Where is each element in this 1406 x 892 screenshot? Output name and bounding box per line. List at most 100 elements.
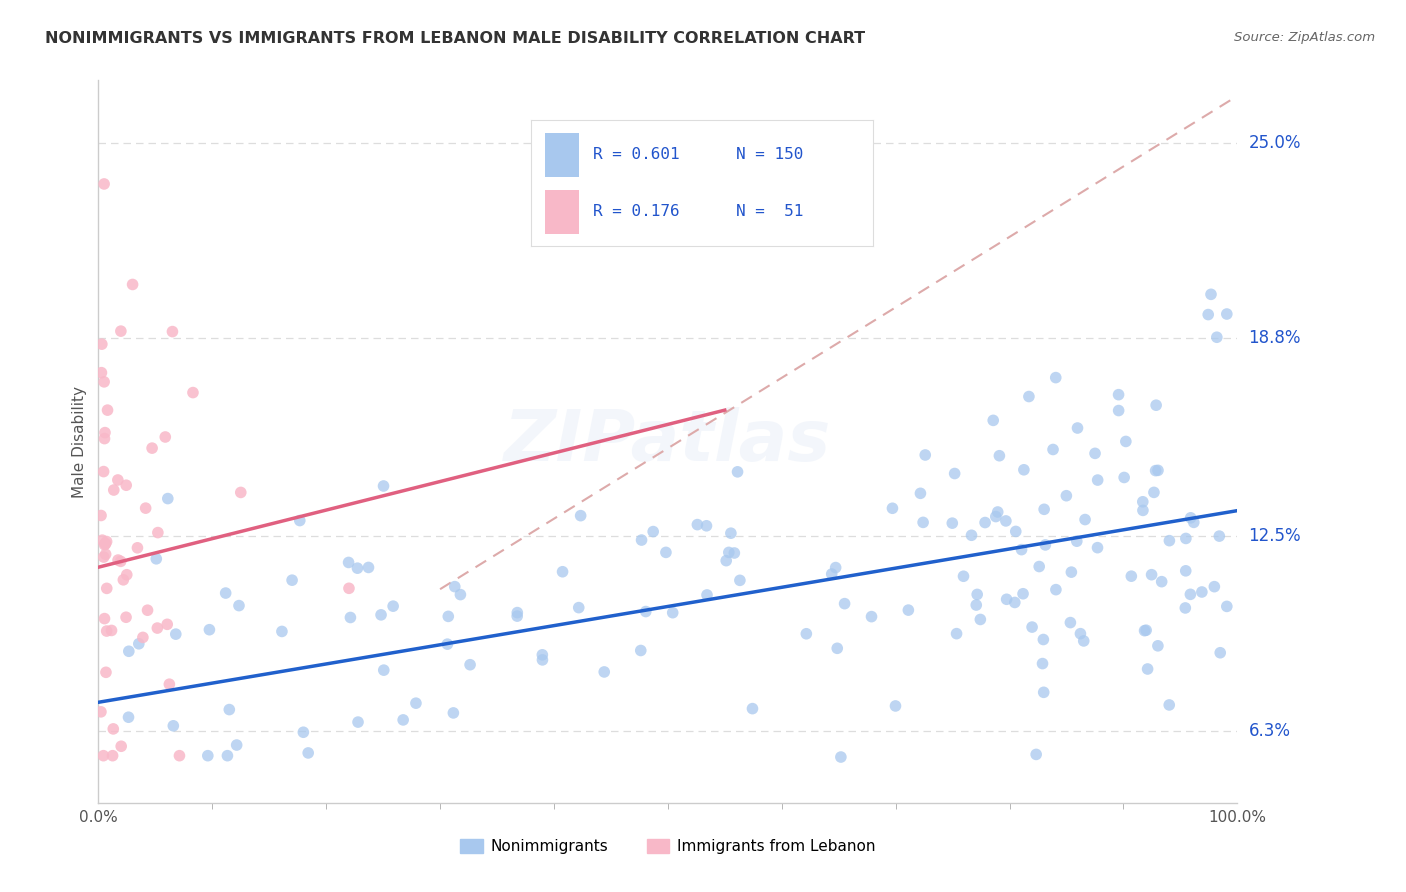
Point bbox=[1205, 330, 1227, 344]
Point bbox=[93, 375, 115, 389]
Point bbox=[90, 337, 112, 351]
Point bbox=[337, 582, 360, 596]
Point bbox=[695, 518, 717, 533]
Point bbox=[115, 478, 138, 492]
Point bbox=[943, 467, 966, 481]
Point bbox=[1159, 533, 1181, 548]
Point bbox=[1115, 434, 1137, 449]
Point bbox=[1197, 308, 1219, 322]
Point bbox=[405, 696, 427, 710]
Point bbox=[720, 526, 742, 541]
Point bbox=[941, 516, 963, 530]
Point bbox=[882, 501, 904, 516]
Point bbox=[568, 600, 591, 615]
Point bbox=[945, 626, 967, 640]
Point bbox=[974, 516, 997, 530]
Point bbox=[94, 536, 117, 550]
Point bbox=[225, 738, 247, 752]
Point bbox=[103, 483, 125, 497]
Point bbox=[655, 545, 678, 559]
Point bbox=[93, 550, 115, 565]
Point bbox=[1084, 446, 1107, 460]
Point bbox=[96, 624, 118, 638]
Point bbox=[96, 403, 118, 417]
Point bbox=[1033, 502, 1056, 516]
Point bbox=[288, 514, 311, 528]
Point bbox=[1121, 569, 1143, 583]
Point bbox=[1045, 370, 1067, 384]
Point bbox=[1135, 624, 1157, 638]
Point bbox=[952, 569, 974, 583]
Point bbox=[162, 719, 184, 733]
Point bbox=[1012, 587, 1035, 601]
Point bbox=[110, 554, 132, 568]
Point bbox=[90, 508, 112, 523]
Point bbox=[93, 748, 115, 763]
Point bbox=[449, 588, 471, 602]
Point bbox=[121, 277, 143, 292]
Point bbox=[146, 621, 169, 635]
Text: NONIMMIGRANTS VS IMMIGRANTS FROM LEBANON MALE DISABILITY CORRELATION CHART: NONIMMIGRANTS VS IMMIGRANTS FROM LEBANON… bbox=[45, 31, 865, 46]
Point bbox=[1174, 564, 1197, 578]
Point bbox=[1216, 599, 1239, 614]
Point bbox=[1012, 463, 1035, 477]
Point bbox=[643, 524, 665, 539]
Point bbox=[966, 587, 988, 601]
Y-axis label: Male Disability: Male Disability bbox=[72, 385, 87, 498]
Point bbox=[181, 385, 204, 400]
Point bbox=[824, 560, 846, 574]
Point bbox=[834, 597, 856, 611]
Point bbox=[984, 509, 1007, 524]
Point bbox=[630, 533, 652, 547]
Point bbox=[1108, 403, 1130, 417]
Point bbox=[115, 610, 138, 624]
Point bbox=[229, 485, 252, 500]
Point bbox=[969, 612, 991, 626]
Point bbox=[155, 430, 177, 444]
Point bbox=[1191, 585, 1213, 599]
Point bbox=[897, 603, 920, 617]
Point bbox=[1004, 524, 1026, 539]
Point bbox=[141, 441, 163, 455]
Point bbox=[1004, 595, 1026, 609]
Point bbox=[1021, 620, 1043, 634]
Point bbox=[93, 538, 115, 552]
Point bbox=[115, 567, 138, 582]
Point bbox=[987, 505, 1010, 519]
Point bbox=[228, 599, 250, 613]
Text: Source: ZipAtlas.com: Source: ZipAtlas.com bbox=[1234, 31, 1375, 45]
Point bbox=[135, 501, 157, 516]
Point bbox=[373, 479, 395, 493]
Point bbox=[1140, 567, 1163, 582]
Point bbox=[884, 698, 907, 713]
Point bbox=[107, 473, 129, 487]
Point bbox=[981, 413, 1004, 427]
Point bbox=[346, 561, 368, 575]
Point bbox=[696, 588, 718, 602]
Point bbox=[132, 631, 155, 645]
Point bbox=[1035, 538, 1057, 552]
Point bbox=[717, 545, 740, 559]
Point bbox=[960, 528, 983, 542]
Point bbox=[1018, 390, 1040, 404]
Point bbox=[339, 610, 361, 624]
Point bbox=[1174, 532, 1197, 546]
Point bbox=[1147, 463, 1170, 477]
Point bbox=[1108, 387, 1130, 401]
Point bbox=[634, 605, 657, 619]
Point bbox=[723, 546, 745, 560]
Point bbox=[297, 746, 319, 760]
Point bbox=[281, 573, 304, 587]
Point bbox=[1066, 421, 1088, 435]
Point bbox=[107, 553, 129, 567]
Point bbox=[593, 665, 616, 679]
Point bbox=[169, 748, 191, 763]
Legend: Nonimmigrants, Immigrants from Lebanon: Nonimmigrants, Immigrants from Lebanon bbox=[454, 833, 882, 860]
Point bbox=[271, 624, 294, 639]
Point bbox=[136, 603, 159, 617]
Point bbox=[1073, 634, 1095, 648]
Point bbox=[443, 580, 465, 594]
Point bbox=[1054, 489, 1077, 503]
Point bbox=[1069, 626, 1091, 640]
Point bbox=[794, 626, 817, 640]
